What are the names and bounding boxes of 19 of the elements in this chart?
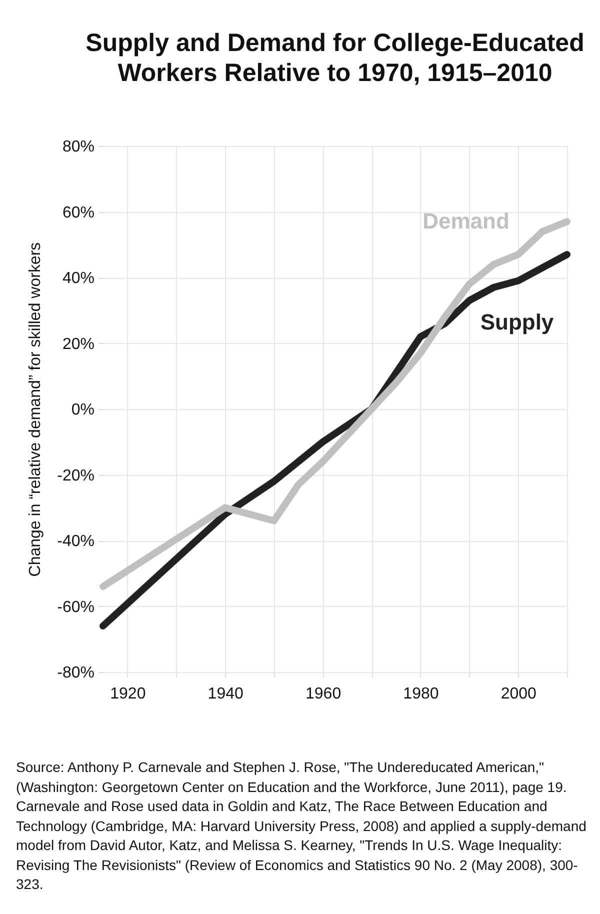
y-tick-label: -60% (57, 598, 94, 616)
x-tick-label: 1960 (305, 686, 342, 702)
x-tick-label: 1980 (403, 686, 439, 702)
y-tick-label: 20% (62, 336, 94, 353)
y-axis-title: Change in “relative demand” for skilled workers (27, 242, 44, 577)
y-tick-label: -80% (57, 664, 94, 682)
x-tick-label: 1940 (208, 686, 244, 702)
series-label: Demand (422, 208, 510, 234)
chart-title: Supply and Demand for College-Educated Workers Relative to 1970, 1915–2010 (86, 29, 584, 87)
y-tick-label: 40% (62, 270, 94, 287)
y-tick-label: 80% (62, 138, 94, 156)
y-tick-label: -40% (57, 533, 94, 550)
y-tick-label: 60% (62, 204, 94, 222)
series-label: Supply (480, 309, 554, 334)
source-note: Source: Anthony P. Carnevale and Stephen J. Rose, "The Undereducated American," (Washington: Georgetown Center on Education and the Workforce, June 2011), page 19. Carnevale and Rose used data in Goldin and Katz, The Race Between Education and Technology (Cambridge, MA: Harvard University Press, 2008) and applied a supply-demand model from David Autor, Katz, and Melissa S. Kearney, "Trends In U.S. Wage Inequality: Revising The Revisionists" (Review of Economics and Statistics 90 No. 2 (May 2008), 300-323. (16, 758, 588, 894)
y-tick-label: -20% (57, 467, 94, 484)
x-tick-label: 2000 (500, 686, 537, 702)
x-tick-label: 1920 (110, 686, 146, 702)
y-tick-label: 0% (71, 402, 94, 418)
